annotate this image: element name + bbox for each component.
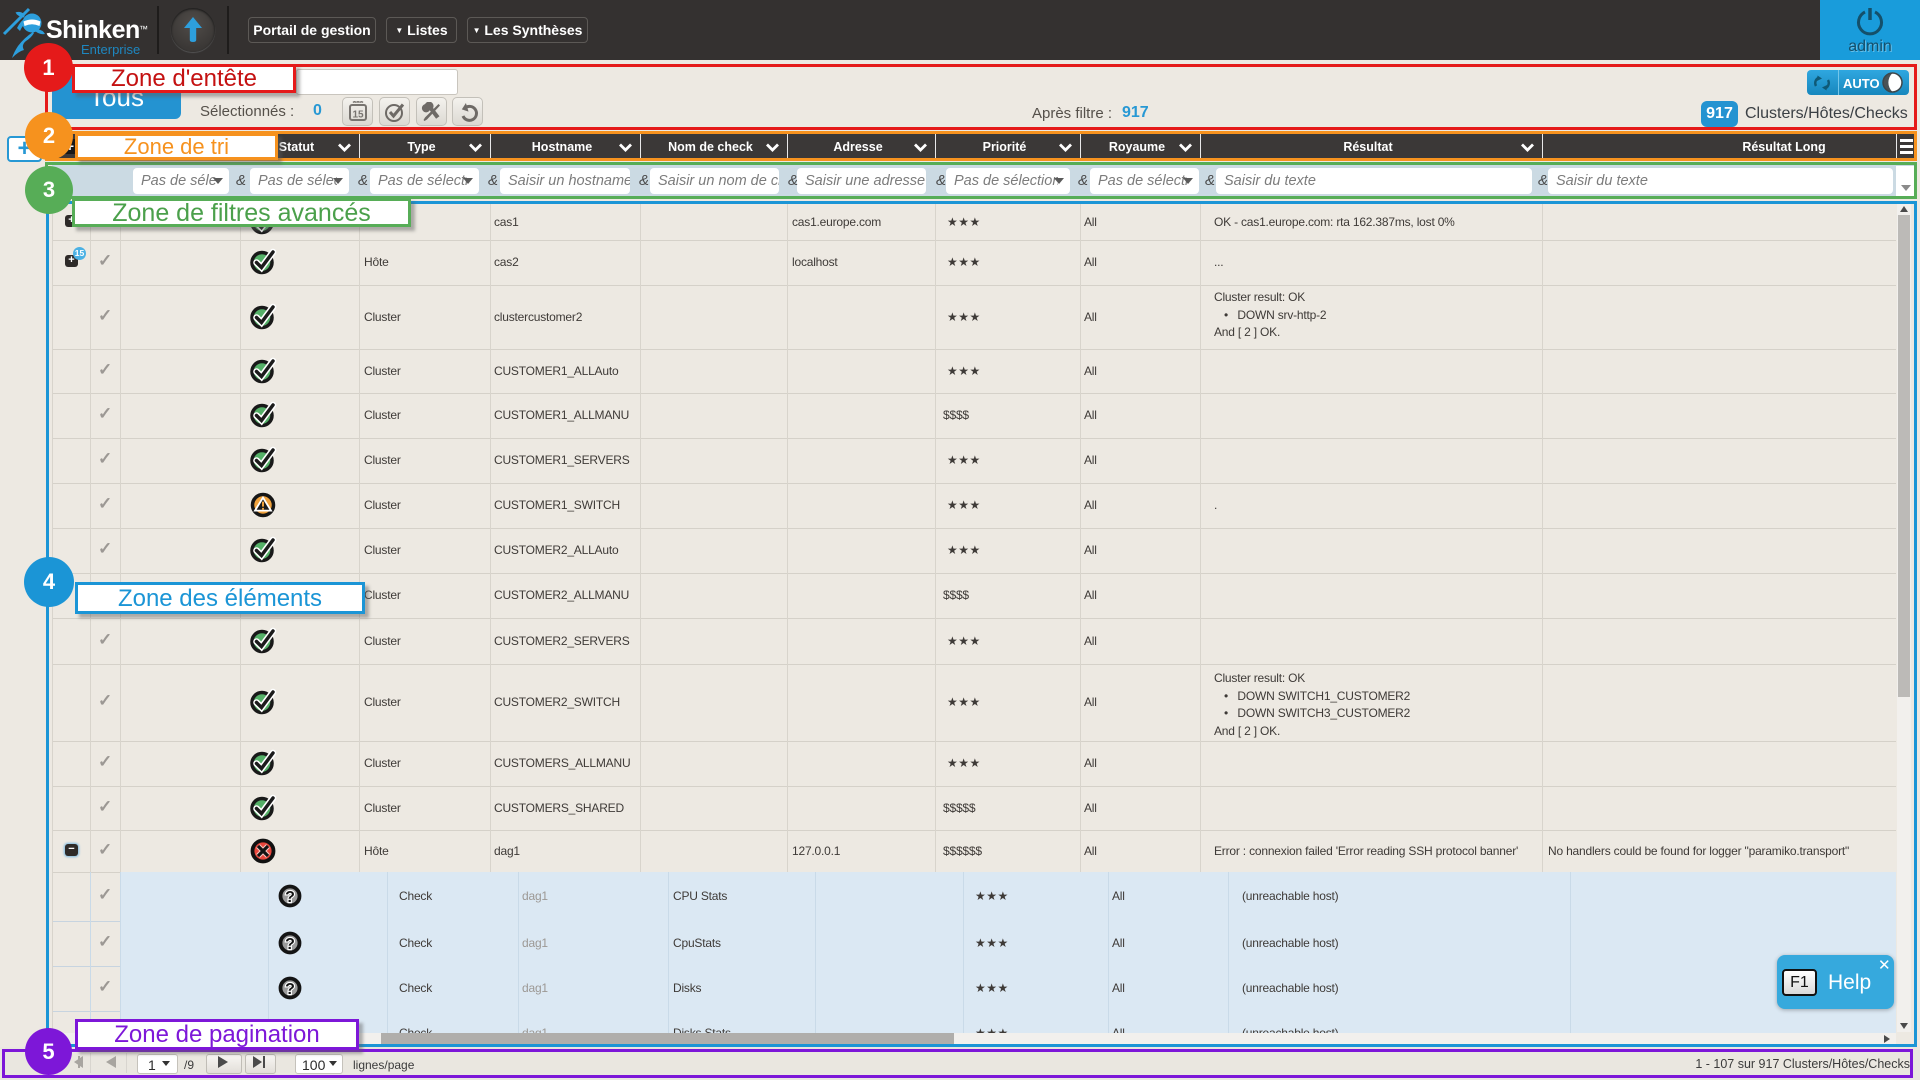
svg-text:?: ?: [285, 889, 295, 906]
svg-text:?: ?: [285, 981, 295, 998]
svg-text:15: 15: [352, 110, 364, 121]
svg-text:?: ?: [285, 936, 295, 953]
